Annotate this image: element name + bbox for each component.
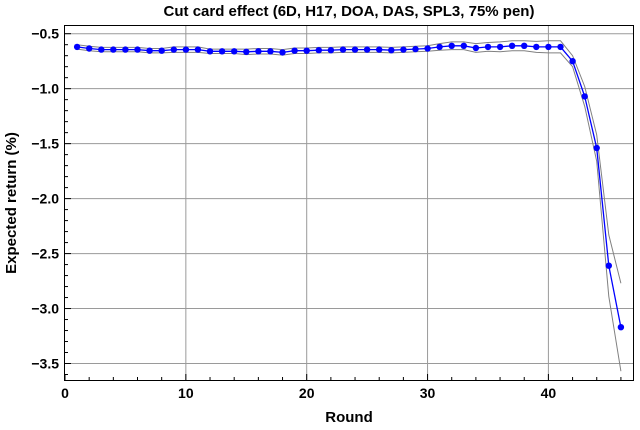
data-point xyxy=(339,46,347,53)
data-point xyxy=(376,46,383,53)
data-point xyxy=(86,45,93,52)
data-point xyxy=(255,48,262,55)
expected-return-line xyxy=(77,45,622,328)
y-tick-label: −3.5 xyxy=(31,356,59,372)
data-point xyxy=(170,46,177,53)
x-axis-label: Round xyxy=(325,409,372,426)
data-point xyxy=(436,43,443,51)
plot-frame xyxy=(64,25,634,381)
data-point xyxy=(279,49,286,56)
data-point xyxy=(533,43,540,51)
data-point xyxy=(351,46,359,53)
data-point xyxy=(158,47,165,54)
data-point xyxy=(521,42,528,49)
lower-band-line xyxy=(77,48,622,372)
data-point xyxy=(206,48,214,55)
data-point xyxy=(460,42,467,49)
data-point xyxy=(315,47,322,54)
x-tick-label: 30 xyxy=(420,385,436,401)
data-point xyxy=(557,43,564,51)
data-point xyxy=(472,44,480,52)
data-point xyxy=(243,48,250,55)
y-tick-label: −2.0 xyxy=(31,191,59,207)
data-point xyxy=(400,46,407,53)
data-point xyxy=(484,43,492,51)
data-point xyxy=(545,43,552,51)
grid xyxy=(65,26,633,380)
y-axis-ticks: −0.5 −1.0 −1.5 −2.0 −2.5 −3.0 −3.5 xyxy=(31,26,71,376)
data-point xyxy=(593,144,600,152)
y-tick-label: −0.5 xyxy=(31,26,59,42)
y-tick-label: −1.5 xyxy=(31,136,59,152)
data-point xyxy=(303,47,310,54)
data-point xyxy=(363,46,371,53)
data-point xyxy=(110,46,117,53)
upper-band-line xyxy=(77,40,622,284)
data-point xyxy=(267,48,274,55)
data-point xyxy=(98,46,105,53)
y-tick-label: −2.5 xyxy=(31,246,59,262)
confidence-band xyxy=(77,40,622,372)
data-point xyxy=(412,45,419,53)
data-point xyxy=(617,324,625,331)
data-point xyxy=(134,46,141,53)
data-point xyxy=(327,47,335,54)
chart-title: Cut card effect (6D, H17, DOA, DAS, SPL3… xyxy=(164,3,535,20)
data-point xyxy=(424,45,431,52)
series-layer xyxy=(73,42,625,331)
data-point xyxy=(182,46,190,53)
data-point xyxy=(73,43,81,51)
data-point xyxy=(569,58,576,65)
x-tick-label: 20 xyxy=(299,385,315,401)
x-tick-label: 40 xyxy=(541,385,557,401)
x-axis-ticks: 0 10 20 30 40 xyxy=(61,374,622,401)
y-tick-label: −3.0 xyxy=(31,301,59,317)
y-tick-label: −1.0 xyxy=(31,81,59,97)
data-point xyxy=(508,42,516,49)
data-point xyxy=(146,47,153,54)
data-point xyxy=(291,47,298,54)
x-tick-label: 0 xyxy=(61,385,69,401)
data-point xyxy=(581,93,588,100)
data-point xyxy=(218,48,226,55)
data-point xyxy=(231,48,238,55)
data-point xyxy=(605,262,612,269)
data-point xyxy=(388,47,395,54)
y-axis-label: Expected return (%) xyxy=(3,132,20,274)
x-tick-label: 10 xyxy=(178,385,194,401)
data-point xyxy=(194,46,202,53)
data-point xyxy=(122,46,129,53)
data-point xyxy=(448,42,455,49)
data-point xyxy=(496,43,504,51)
